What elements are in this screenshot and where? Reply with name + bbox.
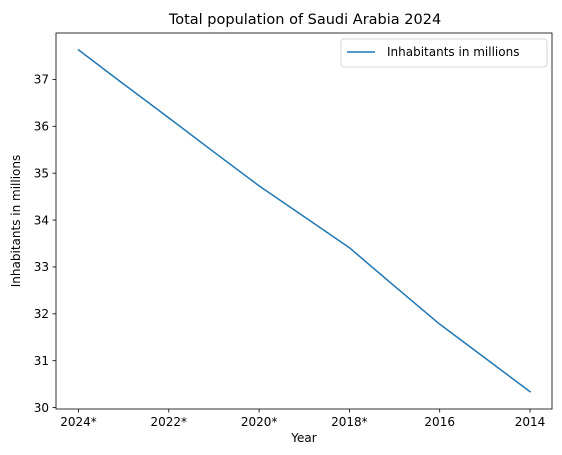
- y-tick-label: 37: [34, 73, 49, 87]
- x-tick-label: 2014: [515, 415, 546, 429]
- y-tick-label: 35: [34, 166, 49, 180]
- x-tick-label: 2024*: [60, 415, 97, 429]
- y-axis-label: Inhabitants in millions: [9, 155, 23, 287]
- x-tick-label: 2022*: [151, 415, 188, 429]
- x-tick-label: 2018*: [331, 415, 368, 429]
- series-line-0: [77, 48, 532, 393]
- y-tick-label: 32: [34, 307, 49, 321]
- y-tick-label: 31: [34, 354, 49, 368]
- legend-label: Inhabitants in millions: [387, 45, 519, 59]
- y-tick-label: 30: [34, 401, 49, 415]
- y-tick-label: 34: [34, 213, 49, 227]
- legend-box: [340, 38, 548, 68]
- x-tick-label: 2016: [424, 415, 455, 429]
- x-axis-label: Year: [290, 431, 316, 445]
- plot-frame: [55, 32, 553, 410]
- chart-title: Total population of Saudi Arabia 2024: [168, 12, 441, 28]
- y-tick-label: 36: [34, 120, 49, 134]
- x-tick-label: 2020*: [241, 415, 278, 429]
- y-tick-label: 33: [34, 260, 49, 274]
- y-axis-ticks: 30 31 32 33 34 35 36 37: [34, 73, 56, 415]
- series-layer: [77, 48, 532, 393]
- x-axis-ticks: 2024* 2022* 2020* 2018* 2016 2014: [60, 409, 545, 429]
- legend: Inhabitants in millions: [340, 38, 548, 68]
